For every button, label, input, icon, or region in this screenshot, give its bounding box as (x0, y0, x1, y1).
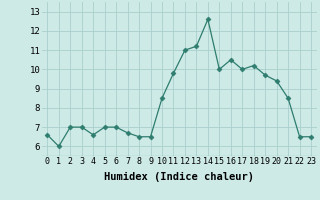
X-axis label: Humidex (Indice chaleur): Humidex (Indice chaleur) (104, 172, 254, 182)
